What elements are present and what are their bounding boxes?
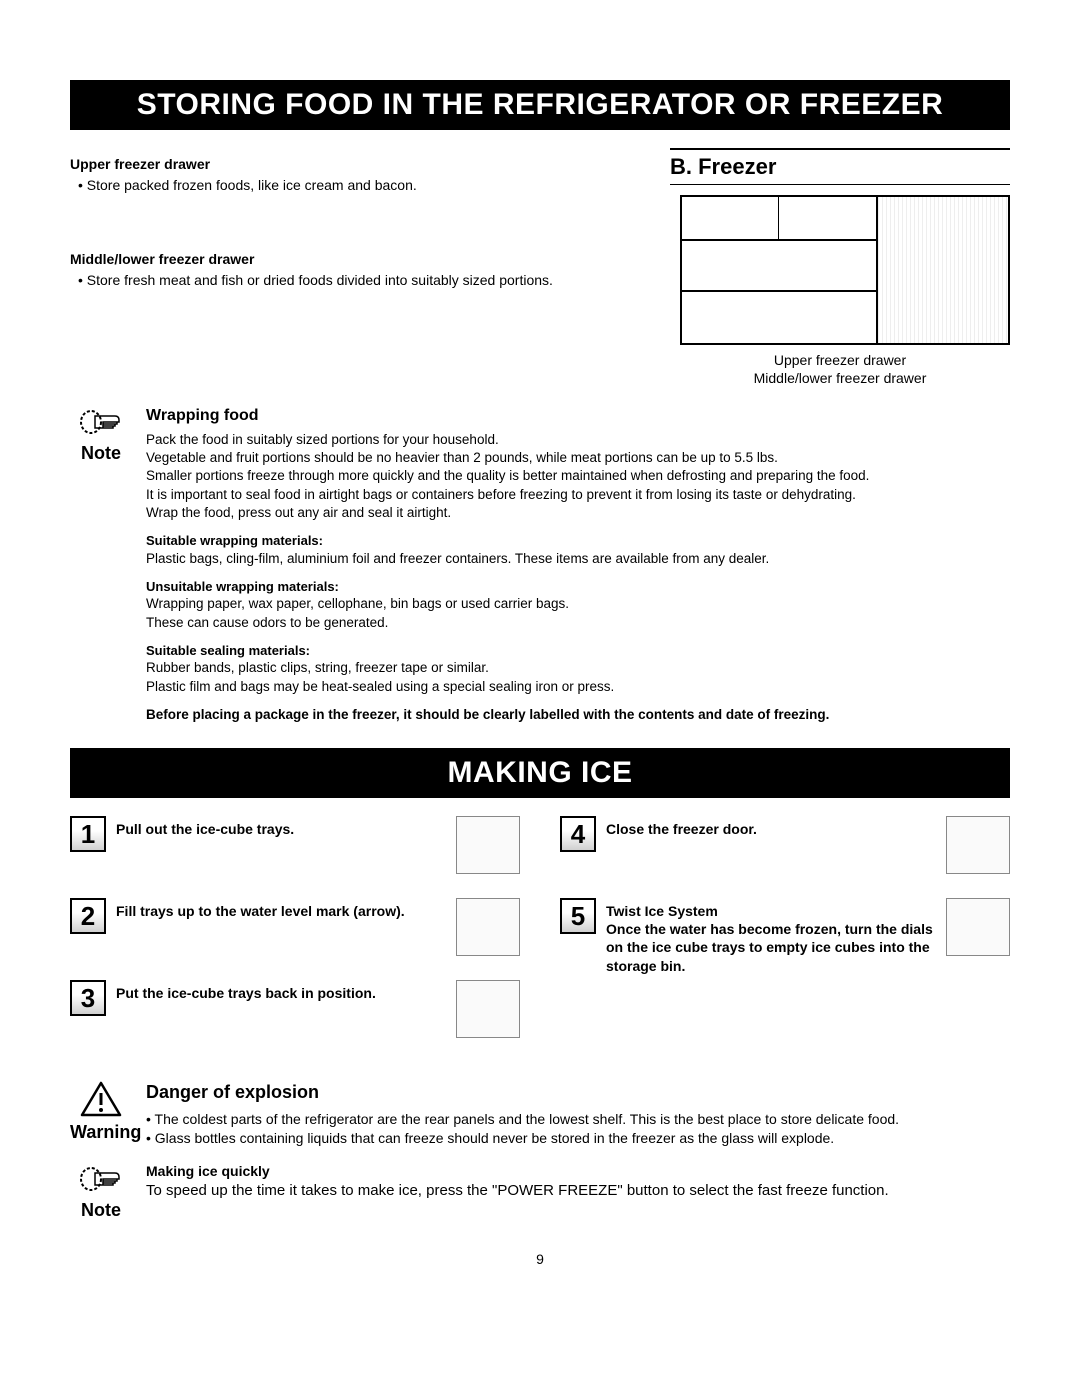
caption-lower: Middle/lower freezer drawer	[754, 370, 927, 386]
warning-icon	[70, 1080, 132, 1118]
caption-upper: Upper freezer drawer	[774, 352, 906, 368]
steps-right: 4 Close the freezer door. 5 Twist Ice Sy…	[560, 816, 1010, 1062]
step-4: 4 Close the freezer door.	[560, 816, 1010, 874]
upper-drawer-text: • Store packed frozen foods, like ice cr…	[78, 176, 640, 195]
wrap-p1: Pack the food in suitably sized portions…	[146, 431, 1010, 449]
banner-making-ice: MAKING ICE	[70, 748, 1010, 798]
warning-b1: • The coldest parts of the refrigerator …	[146, 1110, 1010, 1129]
note2-body: Making ice quickly To speed up the time …	[146, 1162, 1010, 1221]
hand-icon	[70, 405, 132, 439]
lower-drawer-head: Middle/lower freezer drawer	[70, 251, 640, 267]
step-1-text: Pull out the ice-cube trays.	[116, 816, 446, 838]
warning-b2: • Glass bottles containing liquids that …	[146, 1129, 1010, 1148]
step-5-num: 5	[560, 898, 596, 934]
unsuit-text1: Wrapping paper, wax paper, cellophane, b…	[146, 595, 1010, 613]
step-5-img	[946, 898, 1010, 956]
step-1: 1 Pull out the ice-cube trays.	[70, 816, 520, 874]
step-5-head: Twist Ice System	[606, 902, 936, 920]
step-4-text: Close the freezer door.	[606, 816, 936, 838]
step-3-img	[456, 980, 520, 1038]
step-1-num: 1	[70, 816, 106, 852]
freezer-section: Upper freezer drawer • Store packed froz…	[70, 148, 1010, 387]
wrap-p5: Wrap the food, press out any air and sea…	[146, 504, 1010, 522]
step-5: 5 Twist Ice System Once the water has be…	[560, 898, 1010, 975]
note2-title: Making ice quickly	[146, 1162, 1010, 1181]
note-wrapping: Note Wrapping food Pack the food in suit…	[70, 405, 1010, 724]
note2-icon-col: Note	[70, 1162, 132, 1221]
step-1-img	[456, 816, 520, 874]
step-5-text: Twist Ice System Once the water has beco…	[606, 898, 936, 975]
warning-icon-col: Warning	[70, 1080, 132, 1148]
suit-text: Plastic bags, cling-film, aluminium foil…	[146, 550, 1010, 568]
unsuit-head: Unsuitable wrapping materials:	[146, 578, 1010, 596]
step-3-num: 3	[70, 980, 106, 1016]
warning-label: Warning	[70, 1122, 132, 1143]
step-4-num: 4	[560, 816, 596, 852]
freezer-title: B. Freezer	[670, 148, 1010, 185]
freezer-diagram	[680, 195, 1010, 345]
warning-title: Danger of explosion	[146, 1080, 1010, 1104]
freezer-right: B. Freezer Upper freezer drawer Middle/l…	[670, 148, 1010, 387]
unsuit-text2: These can cause odors to be generated.	[146, 614, 1010, 632]
wrapping-title: Wrapping food	[146, 405, 1010, 427]
note2-row: Note Making ice quickly To speed up the …	[70, 1162, 1010, 1221]
step-2-text: Fill trays up to the water level mark (a…	[116, 898, 446, 920]
seal-head: Suitable sealing materials:	[146, 642, 1010, 660]
hand-icon-2	[70, 1162, 132, 1196]
banner-storing: STORING FOOD IN THE REFRIGERATOR OR FREE…	[70, 80, 1010, 130]
diagram-caption: Upper freezer drawer Middle/lower freeze…	[670, 351, 1010, 387]
step-2-img	[456, 898, 520, 956]
seal-text1: Rubber bands, plastic clips, string, fre…	[146, 659, 1010, 677]
page-number: 9	[70, 1251, 1010, 1267]
final-bold: Before placing a package in the freezer,…	[146, 706, 1010, 724]
seal-text2: Plastic film and bags may be heat-sealed…	[146, 678, 1010, 696]
note2-text: To speed up the time it takes to make ic…	[146, 1181, 1010, 1201]
warning-row: Warning Danger of explosion • The coldes…	[70, 1080, 1010, 1148]
steps-left: 1 Pull out the ice-cube trays. 2 Fill tr…	[70, 816, 520, 1062]
step-5-body: Once the water has become frozen, turn t…	[606, 920, 936, 975]
wrap-p2: Vegetable and fruit portions should be n…	[146, 449, 1010, 467]
step-2: 2 Fill trays up to the water level mark …	[70, 898, 520, 956]
steps-container: 1 Pull out the ice-cube trays. 2 Fill tr…	[70, 816, 1010, 1062]
suit-head: Suitable wrapping materials:	[146, 532, 1010, 550]
step-2-num: 2	[70, 898, 106, 934]
note2-label: Note	[70, 1200, 132, 1221]
upper-drawer-head: Upper freezer drawer	[70, 156, 640, 172]
warning-body: Danger of explosion • The coldest parts …	[146, 1080, 1010, 1148]
wrap-p4: It is important to seal food in airtight…	[146, 486, 1010, 504]
step-4-img	[946, 816, 1010, 874]
freezer-left: Upper freezer drawer • Store packed froz…	[70, 148, 640, 387]
lower-drawer-text: • Store fresh meat and fish or dried foo…	[78, 271, 640, 290]
wrap-p3: Smaller portions freeze through more qui…	[146, 467, 1010, 485]
note-icon-col: Note	[70, 405, 132, 724]
step-3-text: Put the ice-cube trays back in position.	[116, 980, 446, 1002]
note-label: Note	[70, 443, 132, 464]
step-3: 3 Put the ice-cube trays back in positio…	[70, 980, 520, 1038]
note-body: Wrapping food Pack the food in suitably …	[146, 405, 1010, 724]
